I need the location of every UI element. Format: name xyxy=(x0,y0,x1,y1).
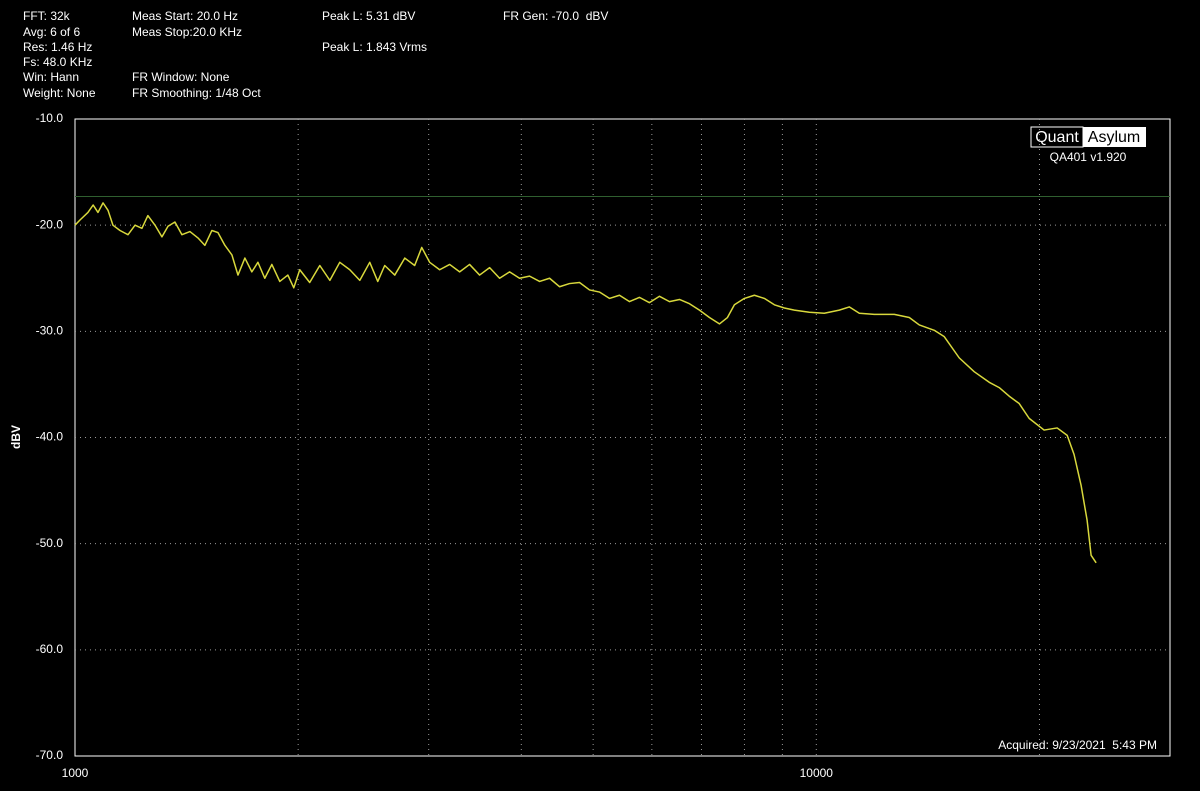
y-tick-label: -30.0 xyxy=(36,324,64,338)
y-tick-label: -60.0 xyxy=(36,642,64,656)
logo-text: Asylum xyxy=(1088,129,1140,146)
x-tick-label: 10000 xyxy=(800,766,834,780)
status-field: FFT: 32k xyxy=(23,9,71,23)
data-line xyxy=(74,202,1097,564)
y-tick-label: -10.0 xyxy=(36,111,64,125)
acquired: Acquired: 9/23/2021 5:43 PM xyxy=(998,738,1157,752)
status-field: Win: Hann xyxy=(23,70,79,84)
status-field: FR Window: None xyxy=(132,70,230,84)
y-tick-label: -20.0 xyxy=(36,217,64,231)
logo-box xyxy=(1083,127,1146,147)
status-field: Meas Stop:20.0 KHz xyxy=(132,25,242,39)
status-field: Fs: 48.0 KHz xyxy=(23,55,92,69)
status-field: Peak L: 5.31 dBV xyxy=(322,9,415,23)
status-field: Meas Start: 20.0 Hz xyxy=(132,9,238,23)
logo-text: Quant xyxy=(1035,129,1079,146)
status-field: Avg: 6 of 6 xyxy=(23,25,80,39)
version: QA401 v1.920 xyxy=(1050,150,1127,164)
x-tick-label: 1000 xyxy=(62,766,89,780)
y-axis-label: dBV xyxy=(9,425,23,449)
status-field: Res: 1.46 Hz xyxy=(23,40,92,54)
status-field: FR Gen: -70.0 dBV xyxy=(503,9,608,23)
y-tick-label: -50.0 xyxy=(36,536,64,550)
y-tick-label: -70.0 xyxy=(36,748,64,762)
status-field: Weight: None xyxy=(23,86,96,100)
status-field: FR Smoothing: 1/48 Oct xyxy=(132,86,261,100)
y-tick-label: -40.0 xyxy=(36,430,64,444)
status-field: Peak L: 1.843 Vrms xyxy=(322,40,427,54)
